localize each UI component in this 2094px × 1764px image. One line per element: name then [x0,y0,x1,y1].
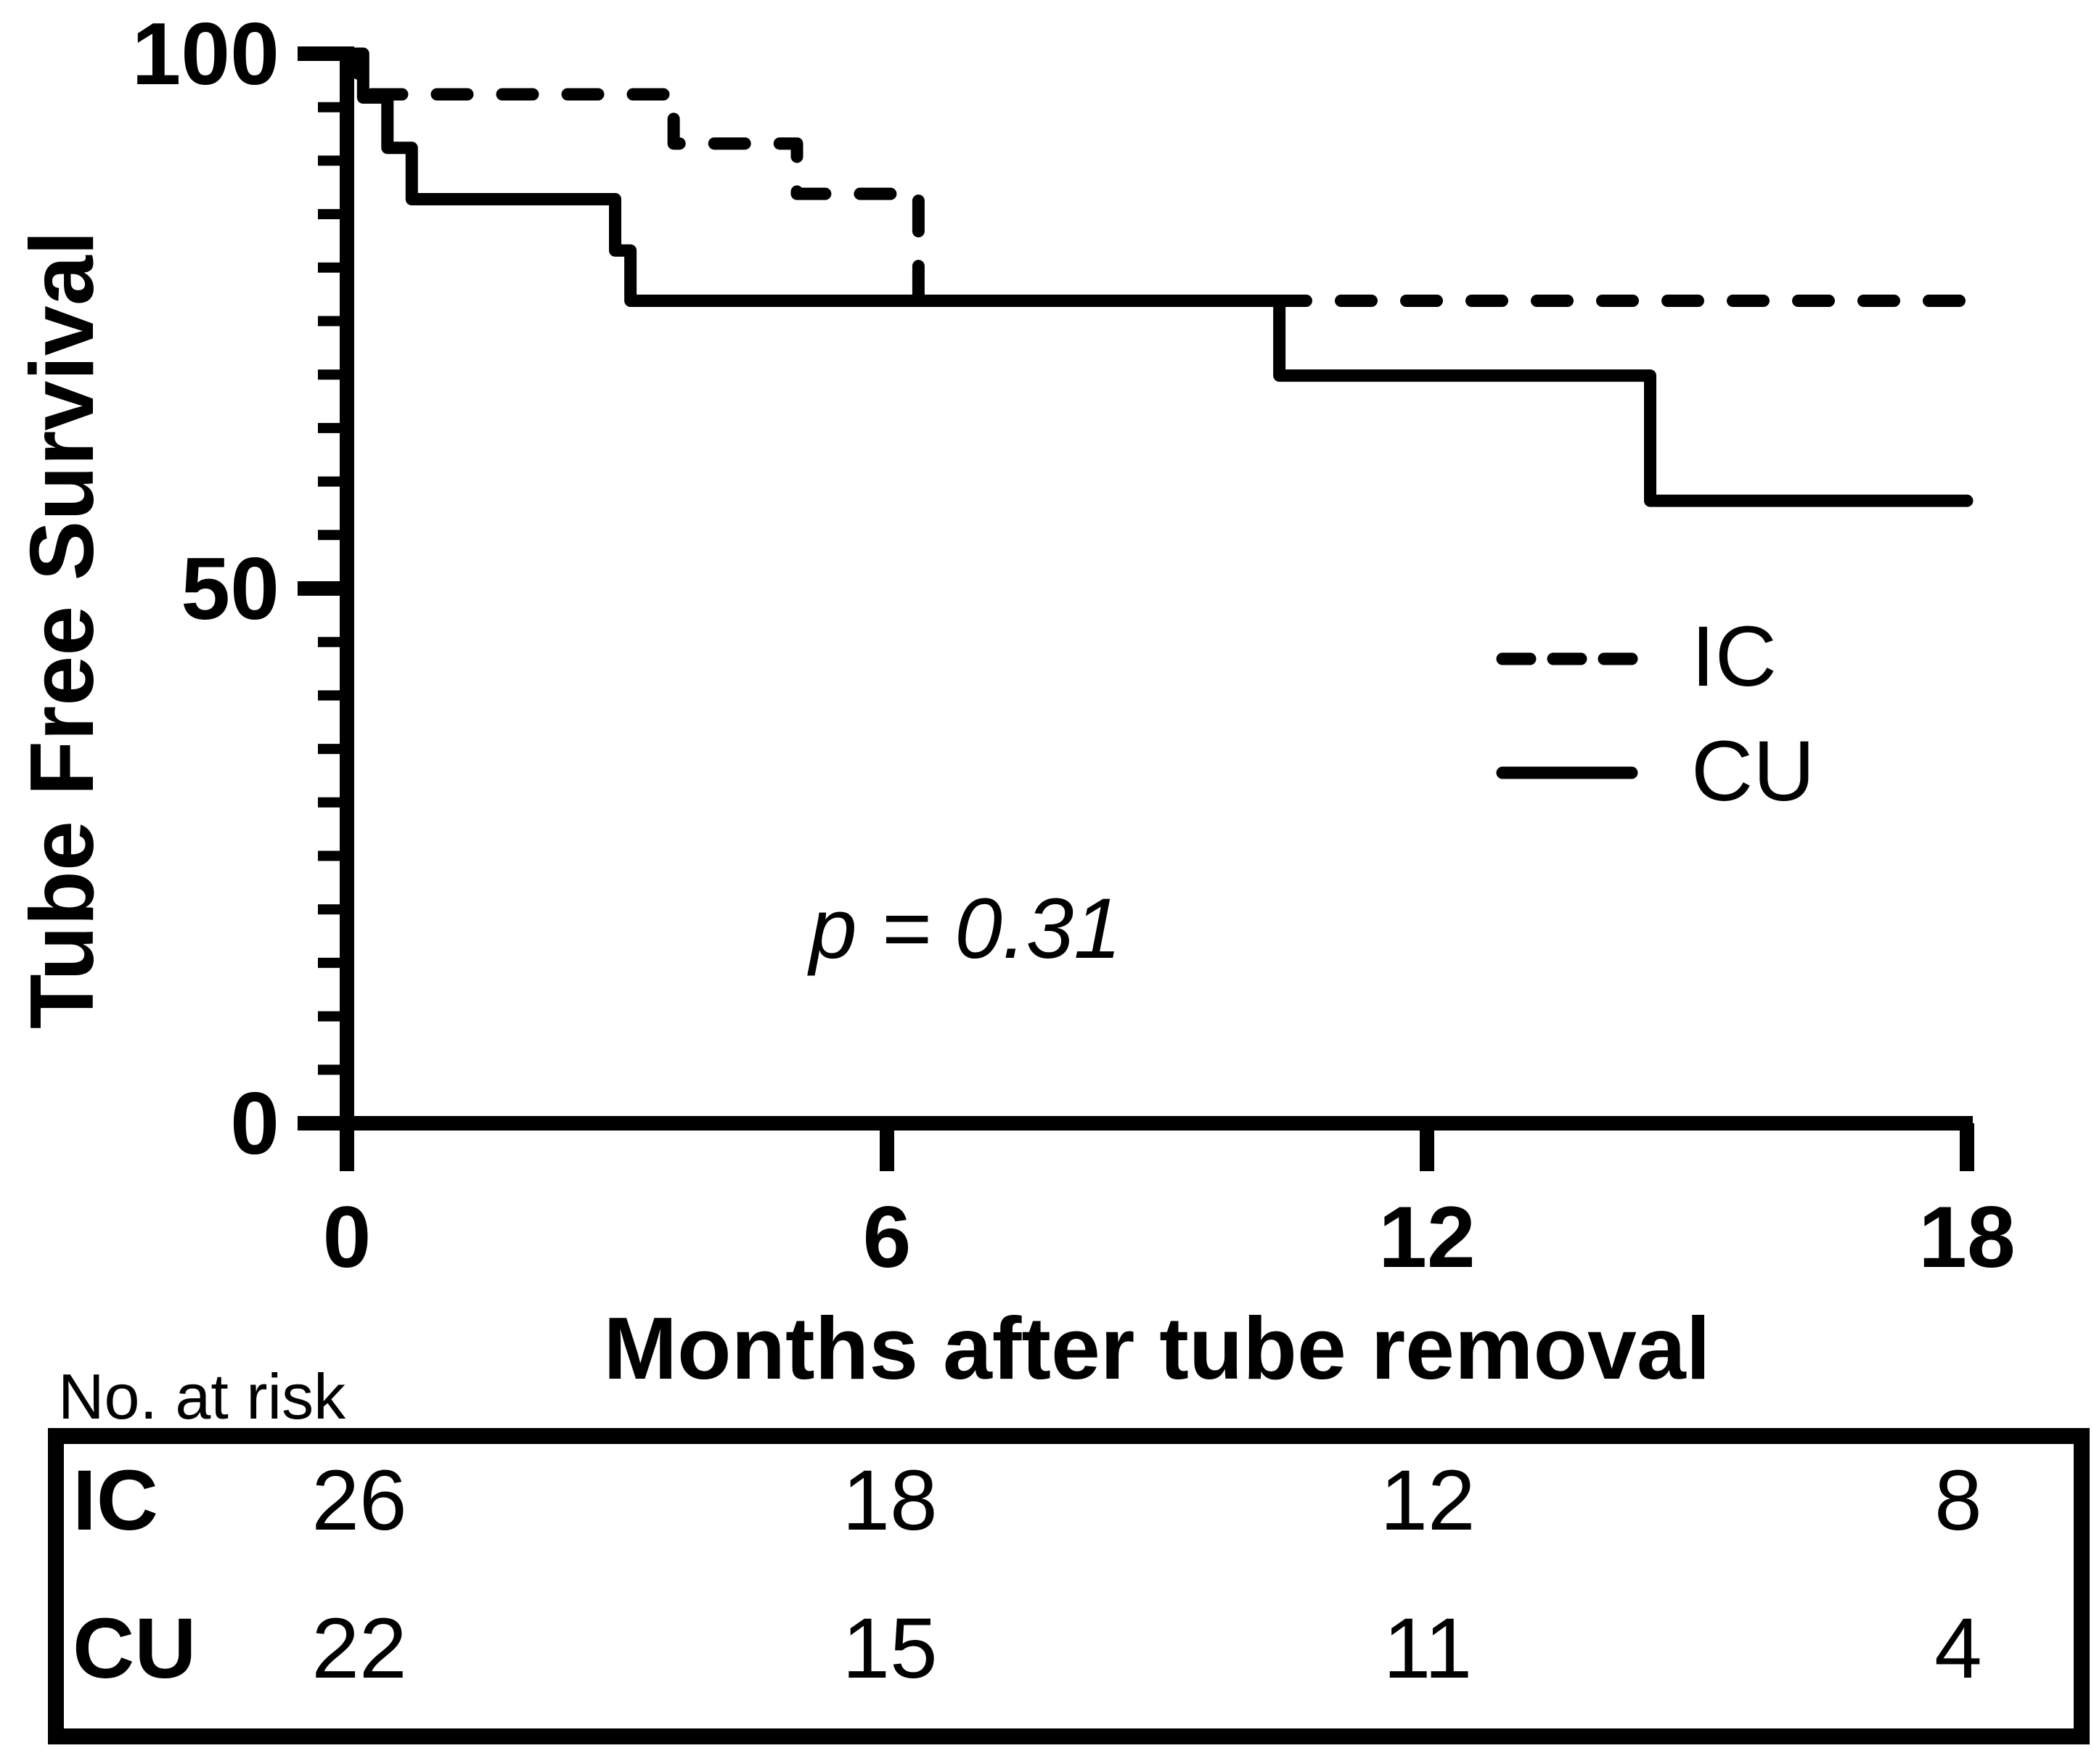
curve-ic [340,47,1974,307]
curve-cu [340,47,1974,507]
risk-value: 22 [311,1601,407,1697]
risk-row-ic-label: IC [73,1453,158,1548]
y-tick-label-50: 50 [181,539,279,638]
risk-value: 4 [1934,1601,1982,1697]
y-axis-title: Tube Free Survival [12,230,113,1030]
risk-value: 26 [311,1453,407,1548]
risk-table-border [48,1428,2090,1744]
risk-value: 11 [1383,1601,1473,1697]
risk-value: 18 [842,1453,938,1548]
y-tick-label-0: 0 [230,1074,279,1173]
p-value-annotation: p = 0.31 [809,881,1121,977]
risk-value: 8 [1934,1453,1982,1548]
risk-row-cu-label: CU [73,1601,197,1697]
x-tick-label-18: 18 [1918,1189,2016,1286]
legend-label-cu: CU [1691,723,1815,819]
x-axis-title: Months after tube removal [603,1299,1711,1398]
risk-table-caption: No. at risk [58,1361,346,1432]
risk-value: 15 [842,1601,938,1697]
risk-value: 12 [1380,1453,1476,1548]
legend-label-ic: IC [1691,609,1777,705]
x-tick-label-0: 0 [322,1189,372,1286]
y-tick-label-100: 100 [131,4,279,103]
x-tick-label-6: 6 [862,1189,912,1286]
x-tick-label-12: 12 [1378,1189,1476,1286]
